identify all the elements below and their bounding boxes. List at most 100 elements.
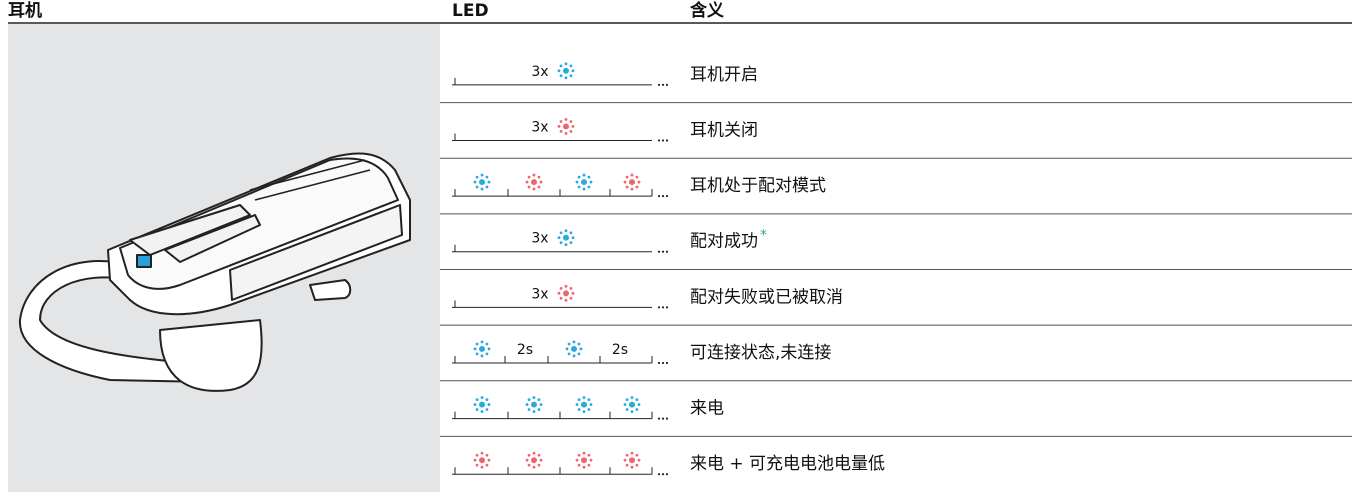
led-ray [475,408,479,411]
ellipsis-dot [657,306,661,309]
ellipsis-dot [657,139,661,142]
led-ray [625,463,629,467]
led-ray [637,458,641,462]
led-ray [537,175,541,179]
led-ray [635,185,639,189]
led-ray [537,398,541,402]
led-ray [587,398,591,402]
led-ray [564,284,568,288]
led-ray [623,180,627,184]
meaning: 配对成功 [690,232,758,252]
headset-illustration [18,152,411,392]
led-icon [557,284,575,302]
led-ray [630,451,634,455]
led-core [563,123,569,130]
meaning: 耳机关闭 [690,120,758,140]
led-label: 3x [531,64,548,80]
led-ray [525,180,529,184]
led-icon [525,451,543,469]
led-ray [630,465,634,469]
led-ray [577,398,581,402]
led-ray [564,243,568,247]
led-ray [480,340,484,344]
led-ray [630,187,634,191]
led-ray [485,408,489,411]
led-core [479,401,485,408]
led-icon [575,396,593,413]
led-core [531,179,537,186]
led-ray [625,175,629,179]
led-ray [557,69,561,73]
led-ray [564,229,568,233]
led-ray [485,185,489,189]
led-ray [559,241,563,245]
led-ray [480,410,484,413]
led-ray [475,463,479,467]
led-ray [537,463,541,467]
led-ray [567,352,571,356]
led-ray [559,120,563,123]
ellipsis-dot [657,361,661,365]
led-ray [473,458,477,462]
led-ray [577,175,581,179]
led-ray [630,396,634,399]
led-ray [480,187,484,191]
led-ray [532,173,536,177]
ellipsis-dot [665,250,669,253]
ellipsis-dot [661,473,665,476]
led-ray [569,296,573,300]
led-ray [485,463,489,467]
ellipsis-dot [665,139,669,142]
led-ray [559,286,563,290]
ellipsis-dot [657,473,661,476]
led-ray [532,396,536,399]
led-ray [537,453,541,457]
led-ray [564,76,568,80]
led-ray [539,458,543,462]
led-ray [485,342,489,346]
led-ray [527,408,531,411]
led-ray [557,236,561,240]
led-ray [525,458,529,462]
meaning: 耳机处于配对模式 [690,176,826,196]
led-ray [635,175,639,179]
led-ray [475,175,479,179]
ellipsis-dot [661,139,665,142]
led-icon [473,451,491,469]
meaning: 可连接状态,未连接 [690,343,831,363]
led-ray [532,410,536,413]
led-ray [525,403,529,406]
led-icon [473,396,491,413]
led-ray [487,180,491,184]
led-ray [473,180,477,184]
led-ray [577,342,581,346]
led-ray [564,118,568,121]
led-icon [557,118,575,135]
ellipsis-dot [657,417,661,420]
header-led: LED [452,1,489,21]
led-core [531,457,537,464]
led-core [479,345,485,352]
led-ray [569,64,573,68]
led-core [563,67,569,74]
ellipsis-dot [665,417,669,420]
led-ray [575,403,579,406]
led-ray [532,465,536,469]
led-ray [569,241,573,245]
led-ray [625,398,629,402]
header-meaning: 含义 [690,0,724,21]
led-ray [571,125,575,128]
led-ray [485,453,489,457]
led-ray [635,453,639,457]
led-ray [582,451,586,455]
led-ray [475,453,479,457]
led-icon [623,173,641,191]
ellipsis-dot [661,194,665,198]
led-ray [577,453,581,457]
led-ray [539,403,543,406]
led-ray [635,463,639,467]
led-ray [625,408,629,411]
led-ray [569,129,573,133]
